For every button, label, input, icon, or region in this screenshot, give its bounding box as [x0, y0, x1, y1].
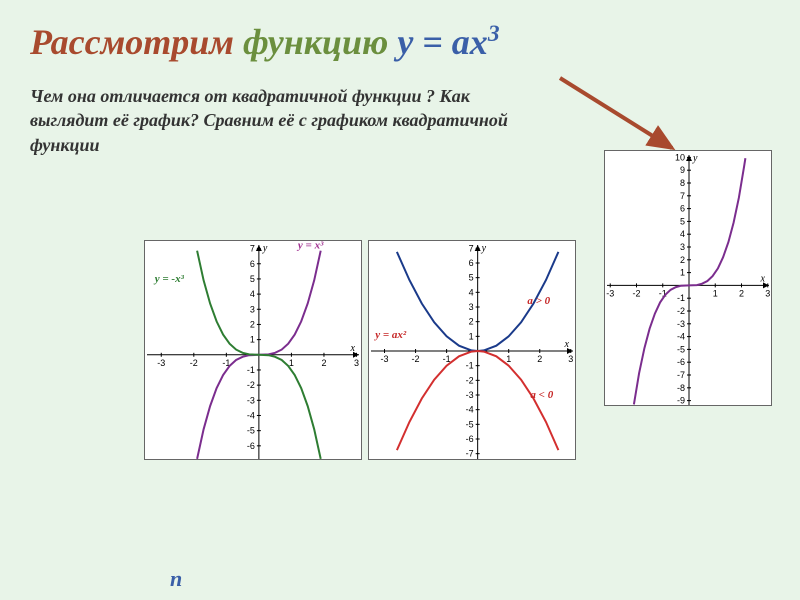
- svg-text:6: 6: [680, 204, 685, 214]
- svg-text:3: 3: [680, 242, 685, 252]
- slide-subtitle: Чем она отличается от квадратичной функц…: [0, 74, 540, 167]
- svg-text:10: 10: [675, 152, 685, 162]
- svg-text:-5: -5: [677, 344, 685, 354]
- svg-text:-5: -5: [247, 426, 255, 436]
- svg-text:-1: -1: [466, 361, 474, 371]
- svg-text:3: 3: [250, 304, 255, 314]
- svg-text:x: x: [350, 343, 356, 354]
- svg-text:a > 0: a > 0: [527, 295, 550, 307]
- svg-text:9: 9: [680, 165, 685, 175]
- chart-cubic-pair: xy-3-2-1123-6-5-4-3-2-11234567y = -x³y =…: [144, 240, 362, 460]
- svg-text:4: 4: [250, 289, 255, 299]
- svg-text:2: 2: [469, 317, 474, 327]
- svg-text:7: 7: [250, 244, 255, 254]
- svg-text:2: 2: [250, 319, 255, 329]
- svg-text:-2: -2: [466, 375, 474, 385]
- svg-text:4: 4: [469, 287, 474, 297]
- title-word1: Рассмотрим: [30, 22, 234, 62]
- title-equation: y = ax3: [397, 22, 499, 62]
- svg-text:-2: -2: [632, 288, 640, 298]
- svg-text:5: 5: [250, 274, 255, 284]
- slide-title: Рассмотрим функцию y = ax3: [0, 0, 800, 74]
- svg-text:-2: -2: [677, 306, 685, 316]
- svg-text:-6: -6: [466, 434, 474, 444]
- svg-text:-6: -6: [247, 441, 255, 451]
- svg-text:-4: -4: [677, 332, 685, 342]
- svg-text:-3: -3: [677, 319, 685, 329]
- svg-text:4: 4: [680, 229, 685, 239]
- svg-text:y = x³: y = x³: [296, 241, 324, 252]
- svg-text:6: 6: [250, 259, 255, 269]
- svg-text:-2: -2: [247, 380, 255, 390]
- svg-text:-7: -7: [677, 370, 685, 380]
- svg-text:7: 7: [469, 243, 474, 253]
- svg-text:-7: -7: [466, 449, 474, 459]
- svg-text:1: 1: [713, 288, 718, 298]
- svg-text:1: 1: [469, 331, 474, 341]
- svg-text:3: 3: [469, 302, 474, 312]
- svg-text:-3: -3: [381, 354, 389, 364]
- svg-text:3: 3: [765, 288, 770, 298]
- svg-text:y = ax²: y = ax²: [373, 329, 407, 341]
- svg-text:-4: -4: [466, 405, 474, 415]
- svg-text:-1: -1: [247, 365, 255, 375]
- chart-cubic-single: xy-3-2-1123-9-8-7-6-5-4-3-2-112345678910: [604, 150, 772, 406]
- svg-text:6: 6: [469, 258, 474, 268]
- svg-text:y = -x³: y = -x³: [153, 273, 185, 285]
- title-word2: функцию: [243, 22, 388, 62]
- svg-text:-3: -3: [606, 288, 614, 298]
- svg-text:5: 5: [469, 273, 474, 283]
- svg-text:1: 1: [506, 354, 511, 364]
- svg-text:a < 0: a < 0: [530, 389, 553, 401]
- svg-text:-4: -4: [247, 410, 255, 420]
- svg-text:-1: -1: [677, 293, 685, 303]
- svg-text:-2: -2: [190, 358, 198, 368]
- svg-text:8: 8: [680, 178, 685, 188]
- svg-text:-3: -3: [466, 390, 474, 400]
- svg-text:1: 1: [250, 335, 255, 345]
- svg-text:3: 3: [568, 354, 573, 364]
- svg-text:2: 2: [537, 354, 542, 364]
- footer-variable-n: n: [170, 566, 182, 592]
- svg-text:-8: -8: [677, 383, 685, 393]
- svg-text:2: 2: [739, 288, 744, 298]
- svg-text:-9: -9: [677, 396, 685, 406]
- svg-text:7: 7: [680, 191, 685, 201]
- svg-text:y: y: [481, 243, 487, 254]
- svg-text:1: 1: [680, 268, 685, 278]
- svg-text:-6: -6: [677, 357, 685, 367]
- svg-text:2: 2: [321, 358, 326, 368]
- svg-text:5: 5: [680, 216, 685, 226]
- svg-text:-2: -2: [412, 354, 420, 364]
- chart-parabola-pair: xy-3-2-1123-7-6-5-4-3-2-11234567a > 0a <…: [368, 240, 576, 460]
- svg-text:-5: -5: [466, 419, 474, 429]
- svg-text:y: y: [692, 153, 698, 164]
- svg-text:x: x: [564, 339, 570, 350]
- svg-text:-3: -3: [247, 395, 255, 405]
- svg-text:2: 2: [680, 255, 685, 265]
- svg-text:y: y: [262, 243, 268, 254]
- svg-text:x: x: [760, 273, 766, 284]
- svg-text:3: 3: [354, 358, 359, 368]
- svg-text:-3: -3: [157, 358, 165, 368]
